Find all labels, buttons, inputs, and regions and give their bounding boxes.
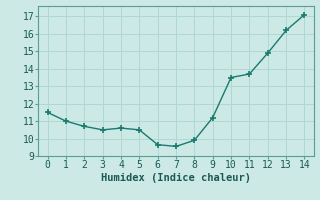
X-axis label: Humidex (Indice chaleur): Humidex (Indice chaleur) <box>101 173 251 183</box>
